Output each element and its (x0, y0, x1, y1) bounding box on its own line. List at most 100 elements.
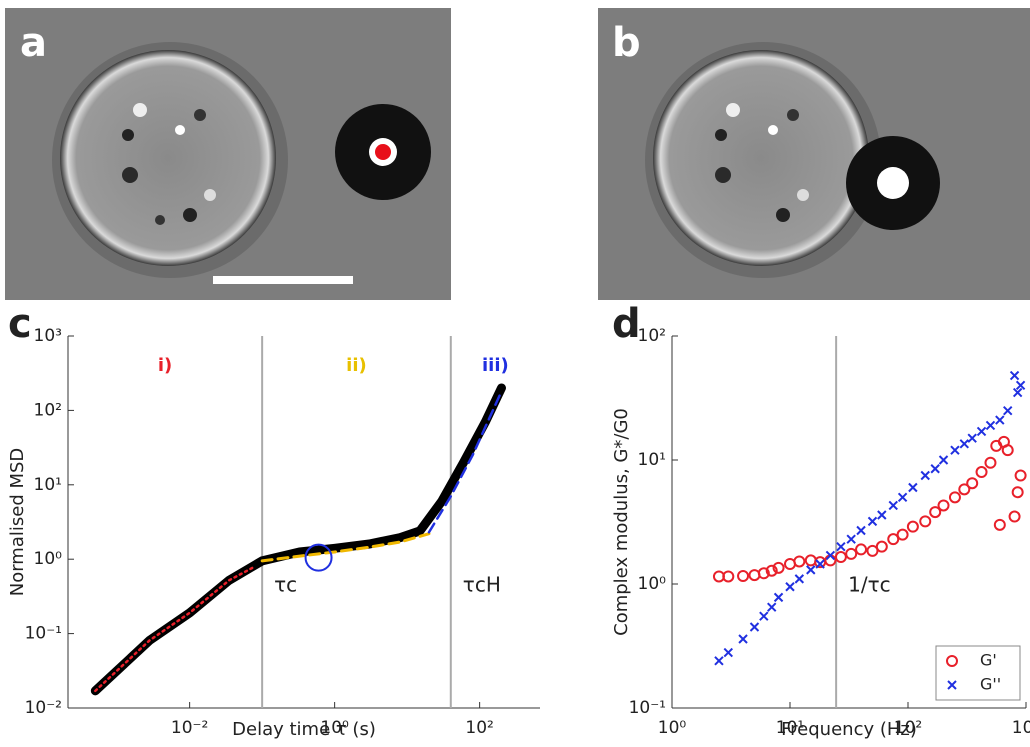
legend-label: G' (980, 651, 997, 670)
x-tick-label: 10¹ (776, 718, 804, 738)
region-label: i) (158, 355, 172, 376)
point (793, 555, 806, 568)
legend-label: G'' (980, 675, 1001, 694)
reference-label: τc (274, 573, 297, 597)
point (975, 466, 988, 479)
y-tick-label: 10¹ (34, 475, 62, 495)
x-tick-label: 10² (894, 718, 922, 738)
y-axis-label: Complex modulus, G*/G0 (611, 408, 632, 636)
y-tick-label: 10⁻² (25, 698, 62, 718)
y-tick-label: 10⁻¹ (25, 624, 62, 644)
point (984, 456, 997, 469)
panel-label: c (8, 301, 32, 347)
point (714, 656, 724, 666)
point (757, 567, 770, 580)
point (950, 445, 960, 455)
y-tick-label: 10² (638, 326, 666, 346)
point (1014, 469, 1027, 482)
panel-label: b (612, 20, 641, 66)
msd-line (94, 565, 257, 693)
point (1001, 444, 1014, 457)
y-tick-label: 10¹ (638, 450, 666, 470)
y-tick-label: 10⁰ (34, 549, 63, 569)
micrograph-a: a (5, 8, 451, 300)
panel-label: a (20, 20, 47, 66)
x-tick-label: 10⁰ (658, 718, 687, 738)
point (1008, 510, 1021, 523)
chart: 10⁻² 10⁰ 10² 10⁻² 10⁻¹ 10⁰ 10¹ 10² 10³ Delay time… (7, 301, 540, 740)
y-tick-label: 10⁻¹ (629, 698, 666, 718)
point (948, 491, 961, 504)
point (995, 415, 1005, 425)
point (814, 556, 827, 569)
panel-label: d (612, 301, 641, 347)
legend-box (935, 645, 1021, 701)
point (966, 477, 979, 490)
point (1011, 486, 1024, 499)
point (867, 516, 878, 527)
msd-line (260, 532, 431, 563)
point (722, 570, 735, 583)
point (887, 533, 900, 546)
point (794, 574, 805, 584)
point (785, 582, 795, 592)
point (815, 559, 825, 569)
point (836, 541, 846, 552)
point (773, 592, 784, 603)
point (897, 492, 908, 503)
micrograph-b: b (598, 8, 1030, 300)
point (896, 528, 909, 541)
point (855, 543, 868, 556)
point (875, 540, 888, 553)
point (767, 602, 777, 612)
reference-label: τcH (463, 573, 501, 597)
point (765, 564, 778, 577)
legend-swatch (947, 680, 957, 690)
point (737, 570, 750, 583)
x-axis-label: Delay time τ (s) (232, 719, 376, 740)
point (1015, 380, 1026, 391)
point (1003, 405, 1013, 416)
point (825, 550, 836, 561)
point (723, 647, 734, 658)
reference-label: 1/τc (848, 573, 891, 597)
point (804, 554, 817, 567)
point (976, 426, 987, 437)
point (856, 525, 866, 536)
y-tick-label: 10⁰ (638, 574, 667, 594)
point (834, 551, 847, 564)
highlight-marker (304, 543, 333, 572)
msd-line (427, 390, 503, 534)
point (938, 455, 949, 465)
point (866, 544, 879, 557)
point (908, 482, 918, 493)
point (929, 506, 942, 519)
y-tick-label: 10² (34, 400, 62, 420)
point (967, 433, 977, 443)
point (959, 439, 970, 449)
point (920, 470, 930, 481)
point (846, 534, 856, 544)
point (772, 561, 785, 574)
x-tick-label: 10³ (1012, 718, 1030, 738)
point (919, 515, 932, 528)
point (806, 565, 816, 575)
legend-swatch (946, 655, 958, 667)
point (993, 518, 1006, 531)
point (877, 510, 887, 520)
point (937, 499, 950, 512)
point (888, 500, 898, 511)
x-tick-label: 10⁰ (320, 718, 349, 738)
x-tick-label: 10⁻² (171, 718, 208, 738)
point (985, 420, 996, 431)
point (748, 569, 761, 582)
region-label: ii) (346, 355, 367, 376)
point (759, 611, 769, 621)
point (1009, 370, 1020, 381)
point (958, 483, 971, 496)
x-axis-label: Frequency (Hz) (781, 719, 917, 740)
region-label: iii) (482, 355, 509, 376)
point (749, 622, 760, 632)
